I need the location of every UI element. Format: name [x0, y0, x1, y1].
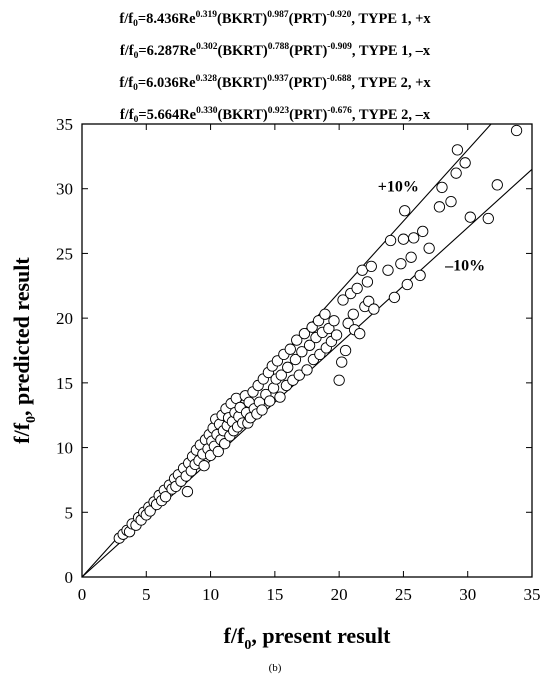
data-point — [298, 328, 311, 340]
data-point — [414, 269, 426, 282]
data-point — [401, 278, 413, 291]
data-point — [275, 369, 287, 381]
data-point — [351, 282, 363, 295]
y-tick-label: 15 — [56, 374, 73, 393]
x-tick-label: 5 — [142, 585, 151, 604]
data-point — [282, 361, 294, 373]
y-tick-label: 10 — [56, 439, 73, 458]
x-tick-label: 0 — [78, 585, 87, 604]
data-point — [198, 460, 210, 472]
data-point — [408, 232, 420, 244]
x-tick-label: 20 — [331, 585, 348, 604]
data-point — [482, 212, 494, 225]
data-point — [395, 258, 407, 270]
plot-frame — [81, 123, 533, 578]
data-point — [433, 201, 446, 213]
y-tick-label: 35 — [56, 115, 73, 134]
x-tick-label: 30 — [459, 585, 476, 604]
data-point — [291, 334, 303, 346]
data-point — [256, 404, 268, 416]
data-point — [328, 315, 340, 327]
data-point — [450, 167, 462, 179]
data-point — [319, 308, 331, 320]
data-point — [339, 344, 352, 357]
axis-ticks: 0 5 10 15 20 25 30 35 0 5 10 15 20 25 30 35 — [56, 115, 541, 604]
y-tick-label: 30 — [56, 180, 73, 199]
data-point — [330, 329, 343, 341]
x-tick-label: 15 — [266, 585, 283, 604]
y-axis-title: f/f0, predicted result — [9, 257, 39, 444]
y-tick-label: 5 — [65, 503, 74, 522]
data-point — [417, 225, 429, 238]
data-point — [423, 242, 435, 254]
data-point — [333, 374, 345, 386]
data-point — [459, 157, 471, 169]
data-point — [159, 491, 172, 503]
data-point — [464, 211, 476, 223]
x-axis-title: f/f0, present result — [224, 623, 392, 653]
data-point — [445, 196, 457, 208]
data-point — [397, 233, 410, 245]
data-point — [336, 356, 348, 368]
data-point — [293, 369, 305, 381]
data-point — [264, 395, 276, 407]
data-point — [289, 353, 302, 366]
data-point — [301, 364, 313, 376]
data-points — [113, 124, 523, 544]
band-label: +10% — [378, 178, 419, 195]
plot-border — [81, 123, 533, 578]
equation-type1-minus: f/f0=6.287Re0.302(BKRT)0.788(PRT)-0.909,… — [119, 42, 431, 61]
data-point — [296, 346, 308, 358]
data-point — [347, 308, 359, 320]
data-point — [451, 144, 464, 156]
regression-equations: f/f0=8.436Re0.319(BKRT)0.987(PRT)-0.920,… — [0, 4, 550, 132]
data-point — [384, 234, 397, 247]
data-point — [212, 445, 224, 458]
x-tick-label: 35 — [524, 585, 541, 604]
data-point — [399, 205, 411, 217]
data-point — [303, 339, 316, 351]
data-point — [436, 181, 448, 194]
data-point — [274, 391, 286, 403]
data-point — [219, 438, 231, 450]
data-point — [368, 303, 380, 315]
y-tick-label: 20 — [56, 309, 73, 328]
equation-type2-plus: f/f0=6.036Re0.328(BKRT)0.937(PRT)-0.688,… — [119, 74, 431, 93]
data-point — [284, 343, 296, 355]
data-point — [365, 260, 377, 273]
data-point — [181, 485, 194, 498]
band-label: –10% — [444, 257, 485, 274]
data-point — [337, 294, 349, 306]
band-labels: +10% –10% — [378, 178, 485, 274]
data-point — [361, 276, 374, 288]
data-point — [382, 264, 394, 276]
data-point — [354, 328, 366, 340]
x-tick-label: 10 — [202, 585, 219, 604]
equation-type1-plus: f/f0=8.436Re0.319(BKRT)0.987(PRT)-0.920,… — [119, 10, 431, 29]
equation-type2-minus: f/f0=5.664Re0.330(BKRT)0.923(PRT)-0.676,… — [119, 106, 431, 125]
y-tick-label: 25 — [56, 244, 73, 263]
x-tick-label: 25 — [395, 585, 412, 604]
y-tick-label: 0 — [65, 568, 74, 587]
data-point — [388, 291, 401, 304]
data-point — [323, 322, 335, 335]
data-point — [405, 251, 417, 263]
data-point — [510, 124, 523, 137]
figure-caption: (b) — [268, 662, 282, 674]
data-point — [363, 295, 375, 307]
data-point — [491, 179, 503, 191]
